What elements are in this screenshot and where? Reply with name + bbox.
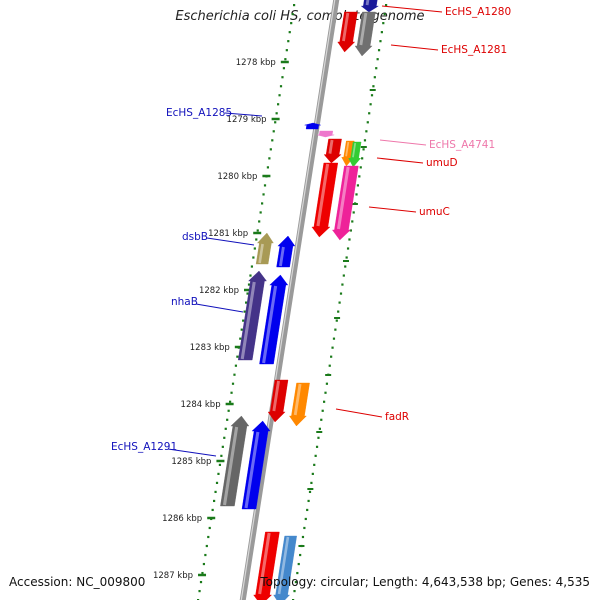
gene-umud-c[interactable] [348, 141, 362, 168]
leader-line [335, 408, 383, 418]
tick-label: 1287 kbp [153, 571, 193, 581]
gene-label-text: nhaB [171, 296, 198, 308]
gene-label-text: EcHS_A1285 [166, 107, 232, 119]
gene-label-text: EcHS_A1291 [111, 441, 177, 453]
tick-label: 1280 kbp [217, 172, 257, 182]
accession-text: Accession: NC_009800 [9, 575, 146, 589]
gene-a1280[interactable] [360, 0, 379, 13]
gene-label-text: umuC [419, 206, 450, 218]
gene-nhab-a[interactable] [237, 270, 267, 361]
gene-label-echs-a1285[interactable]: EcHS_A1285 [166, 107, 263, 119]
leader-line [379, 139, 427, 146]
gene-nhab-b[interactable] [259, 274, 289, 365]
tick-label: 1283 kbp [190, 343, 230, 353]
tick-track-left [197, 4, 296, 600]
labels-layer: EcHS_A1280 EcHS_A1281 EcHS_A4741 umuD umuC fa… [111, 5, 511, 457]
gene-label-text: fadR [385, 411, 409, 423]
gene-umuc-b[interactable] [332, 165, 359, 241]
gene-a1291-a[interactable] [220, 415, 250, 507]
gene-a1291-b[interactable] [241, 420, 271, 510]
gene-label-text: EcHS_A1280 [445, 6, 511, 18]
gene-label-fadr[interactable]: fadR [335, 408, 409, 423]
leader-line [206, 237, 255, 246]
gene-a1281b[interactable] [354, 11, 376, 57]
tick-label: 1285 kbp [171, 457, 211, 467]
tick-layer: 1278 kbp 1279 kbp 1280 kbp 1281 kbp 1282 kbp… [153, 4, 388, 600]
gene-a1281a[interactable] [337, 11, 358, 53]
gene-label-umuc[interactable]: umuC [368, 206, 450, 218]
gene-a4741[interactable] [317, 130, 335, 138]
gene-fadr-b[interactable] [289, 382, 310, 427]
leader-line [224, 112, 263, 117]
gene-label-echs-a1281[interactable]: EcHS_A1281 [390, 44, 507, 56]
gene-label-umud[interactable]: umuD [376, 157, 458, 169]
leader-line [167, 448, 217, 457]
genome-backbone [239, 0, 340, 600]
tick-label: 1284 kbp [181, 400, 221, 410]
tick-track-right [292, 4, 388, 600]
gene-label-nhab[interactable]: nhaB [171, 296, 244, 313]
gene-label-echs-a1291[interactable]: EcHS_A1291 [111, 441, 217, 457]
tick-label: 1286 kbp [162, 514, 202, 524]
gene-umuc-a[interactable] [311, 162, 339, 238]
leader-line [381, 5, 443, 13]
tick-label: 1279 kbp [227, 115, 267, 125]
tick-label: 1281 kbp [208, 229, 248, 239]
leader-line [390, 44, 439, 51]
leader-line [368, 206, 417, 213]
gene-label-text: EcHS_A1281 [441, 44, 507, 56]
gene-label-echs-a1280[interactable]: EcHS_A1280 [381, 5, 511, 18]
gene-label-text: umuD [426, 157, 458, 169]
gene-a1285[interactable] [304, 122, 321, 130]
gene-umud-a[interactable] [323, 138, 342, 164]
leader-line [195, 303, 244, 313]
gene-dsbb-a[interactable] [255, 232, 274, 265]
tick-label: 1282 kbp [199, 286, 239, 296]
gene-bottom-b[interactable] [273, 535, 297, 600]
topology-summary: Topology: circular; Length: 4,643,538 bp… [260, 575, 590, 589]
genes-layer [220, 0, 379, 600]
gene-label-text: dsbB [182, 231, 208, 243]
gene-dsbb-b[interactable] [276, 235, 296, 268]
leader-line [376, 157, 424, 164]
tick-label: 1278 kbp [236, 58, 276, 68]
gene-fadr-a[interactable] [267, 379, 289, 423]
gene-label-dsbb[interactable]: dsbB [182, 231, 255, 246]
gene-label-text: EcHS_A4741 [429, 139, 495, 151]
gene-label-echs-a4741[interactable]: EcHS_A4741 [379, 139, 495, 151]
gene-bottom-a[interactable] [253, 531, 280, 600]
